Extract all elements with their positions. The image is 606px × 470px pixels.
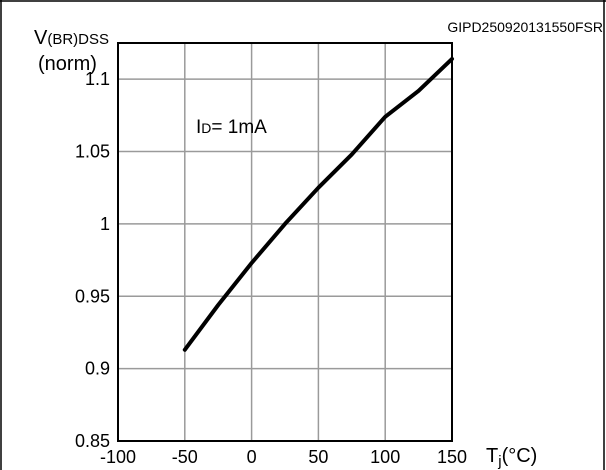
annotation-sub: D xyxy=(201,120,211,136)
x-axis-label-unit: (°C) xyxy=(502,445,538,467)
annotation-id: ID= 1mA xyxy=(196,117,267,138)
annotation-value: = 1mA xyxy=(211,117,267,138)
x-tick-label: 50 xyxy=(308,447,328,467)
y-axis-label-norm: (norm) xyxy=(38,53,97,75)
x-tick-label: 100 xyxy=(370,447,400,467)
x-axis-label-main: T xyxy=(486,445,498,467)
x-tick-label: 0 xyxy=(247,447,257,467)
x-axis-label-sub: j xyxy=(497,453,501,470)
y-tick-label: 1 xyxy=(100,214,110,234)
tick-layer: -100 -50 0 50 100 150 0.85 0.9 0.95 1 1.05 1.1 xyxy=(75,69,467,467)
x-tick-label: -100 xyxy=(100,447,136,467)
y-axis-label-main: V xyxy=(34,27,48,49)
y-tick-label: 0.95 xyxy=(75,286,110,306)
plot-border xyxy=(117,42,453,442)
grid-layer xyxy=(118,43,453,441)
x-tick-label: 150 xyxy=(437,447,467,467)
figure-id: GIPD250920131550FSR xyxy=(447,19,603,35)
x-axis-label: Tj(°C) xyxy=(486,445,537,470)
y-tick-label: 1.1 xyxy=(85,69,110,89)
y-tick-label: 0.9 xyxy=(85,359,110,379)
annotation-main: I xyxy=(196,117,201,138)
y-tick-label: 1.05 xyxy=(75,142,110,162)
y-tick-label: 0.85 xyxy=(75,431,110,451)
x-tick-label: -50 xyxy=(172,447,198,467)
y-axis-label-sub: (BR)DSS xyxy=(47,31,109,48)
y-axis-label: V(BR)DSS xyxy=(34,27,109,49)
series-line xyxy=(182,56,454,352)
